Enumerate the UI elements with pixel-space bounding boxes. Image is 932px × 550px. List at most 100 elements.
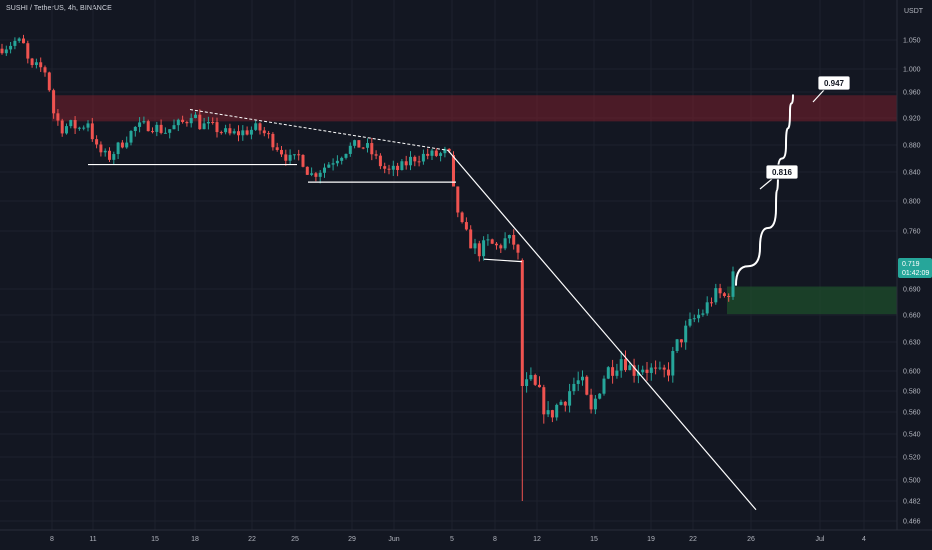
candle-body bbox=[602, 378, 606, 394]
price-tick-label: 0.800 bbox=[903, 199, 921, 206]
price-tick-label: 0.500 bbox=[903, 478, 921, 485]
candle-body bbox=[538, 384, 541, 388]
time-tick-label: 25 bbox=[291, 536, 299, 543]
price-tick-label: 0.960 bbox=[903, 90, 921, 97]
price-callouts: 0.947 0.816 bbox=[759, 75, 851, 190]
candle-body bbox=[228, 128, 232, 134]
candle-body bbox=[675, 339, 679, 352]
candle-body bbox=[370, 143, 374, 155]
candle-body bbox=[26, 43, 30, 59]
candle-body bbox=[585, 376, 589, 395]
candle-body bbox=[215, 122, 219, 133]
range-support-line-3 bbox=[483, 258, 523, 263]
candle-body bbox=[95, 139, 99, 145]
candle-body bbox=[576, 380, 580, 384]
time-tick-label: 15 bbox=[590, 536, 598, 543]
candle-body bbox=[507, 234, 511, 239]
candle-body bbox=[133, 126, 137, 132]
candle-body bbox=[555, 404, 559, 418]
candle-body bbox=[211, 121, 215, 123]
candle-body bbox=[404, 161, 408, 166]
candle-body bbox=[452, 155, 455, 187]
candle-body bbox=[9, 45, 13, 50]
time-tick-label: 4 bbox=[862, 536, 866, 543]
time-axis: 8 11 15 18 22 25 29 Jun 5 8 12 15 19 22 26 Jul 4 bbox=[50, 536, 866, 543]
time-tick-label: 29 bbox=[348, 536, 356, 543]
candle-body bbox=[525, 379, 529, 386]
candle-body bbox=[60, 120, 64, 134]
candle-body bbox=[292, 154, 296, 156]
candle-body bbox=[185, 122, 189, 124]
candle-body bbox=[301, 154, 305, 167]
candle-body bbox=[181, 119, 185, 123]
candle-body bbox=[598, 393, 602, 399]
price-tick-label: 1.000 bbox=[903, 67, 921, 74]
candle-body bbox=[550, 410, 554, 418]
candle-body bbox=[262, 130, 266, 134]
candle-body bbox=[194, 114, 197, 119]
candle-body bbox=[82, 127, 86, 129]
price-tick-label: 0.600 bbox=[903, 369, 921, 376]
last-price-value: 0.719 bbox=[902, 261, 920, 268]
candle-body bbox=[0, 48, 4, 54]
price-callout-0.816: 0.816 bbox=[759, 164, 799, 190]
candle-body bbox=[86, 123, 90, 128]
candle-body bbox=[314, 173, 318, 177]
price-tick-label: 0.560 bbox=[903, 410, 921, 417]
time-tick-label: 8 bbox=[50, 536, 54, 543]
price-tick-label: 0.920 bbox=[903, 116, 921, 123]
candle-body bbox=[99, 144, 103, 153]
candle-body bbox=[654, 367, 658, 369]
candle-body bbox=[512, 234, 516, 245]
svg-text:0.816: 0.816 bbox=[772, 168, 793, 177]
candle-body bbox=[430, 150, 434, 156]
candle-body bbox=[168, 129, 172, 133]
candle-body bbox=[344, 153, 348, 158]
candle-body bbox=[460, 212, 464, 223]
candle-body bbox=[542, 387, 546, 415]
candle-body bbox=[297, 154, 301, 156]
candle-body bbox=[688, 318, 692, 326]
descending-trendline bbox=[447, 150, 757, 511]
candle-body bbox=[142, 121, 146, 123]
candle-body bbox=[628, 365, 632, 371]
currency-label: USDT bbox=[904, 8, 924, 15]
candle-body bbox=[69, 120, 73, 127]
last-price-badge: 0.719 01:42:09 bbox=[898, 258, 932, 278]
candle-body bbox=[413, 156, 417, 162]
price-axis: 1.050 1.000 0.960 0.920 0.880 0.840 0.800 0.760… bbox=[903, 38, 921, 526]
projected-path bbox=[735, 94, 794, 286]
candle-body bbox=[482, 240, 486, 257]
candle-body bbox=[353, 140, 357, 146]
candle-body bbox=[624, 359, 627, 371]
candle-body bbox=[13, 40, 17, 46]
candle-body bbox=[679, 339, 683, 343]
candle-body bbox=[400, 161, 404, 171]
candle-body bbox=[658, 367, 662, 369]
candle-body bbox=[589, 394, 593, 410]
candle-body bbox=[469, 229, 473, 249]
candle-body bbox=[357, 140, 361, 148]
time-tick-label: 19 bbox=[647, 536, 655, 543]
candle-body bbox=[546, 410, 550, 415]
candle-body bbox=[224, 128, 228, 133]
candle-body bbox=[731, 271, 735, 297]
candle-body bbox=[632, 365, 636, 376]
candle-body bbox=[456, 186, 460, 213]
candle-body bbox=[710, 302, 713, 304]
candle-body bbox=[692, 318, 696, 320]
candle-body bbox=[701, 313, 705, 315]
price-tick-label: 0.880 bbox=[903, 143, 921, 150]
candle-body bbox=[77, 127, 81, 129]
candle-body bbox=[112, 154, 116, 160]
candle-body bbox=[138, 122, 142, 127]
candle-body bbox=[503, 238, 507, 249]
candle-body bbox=[348, 145, 352, 154]
candle-body bbox=[593, 398, 597, 410]
candle-body bbox=[284, 154, 288, 161]
chart-title: SUSHI / TetherUS, 4h, BINANCE bbox=[6, 5, 112, 12]
candle-body bbox=[409, 156, 412, 166]
candle-body bbox=[426, 153, 430, 156]
candle-body bbox=[529, 375, 533, 380]
